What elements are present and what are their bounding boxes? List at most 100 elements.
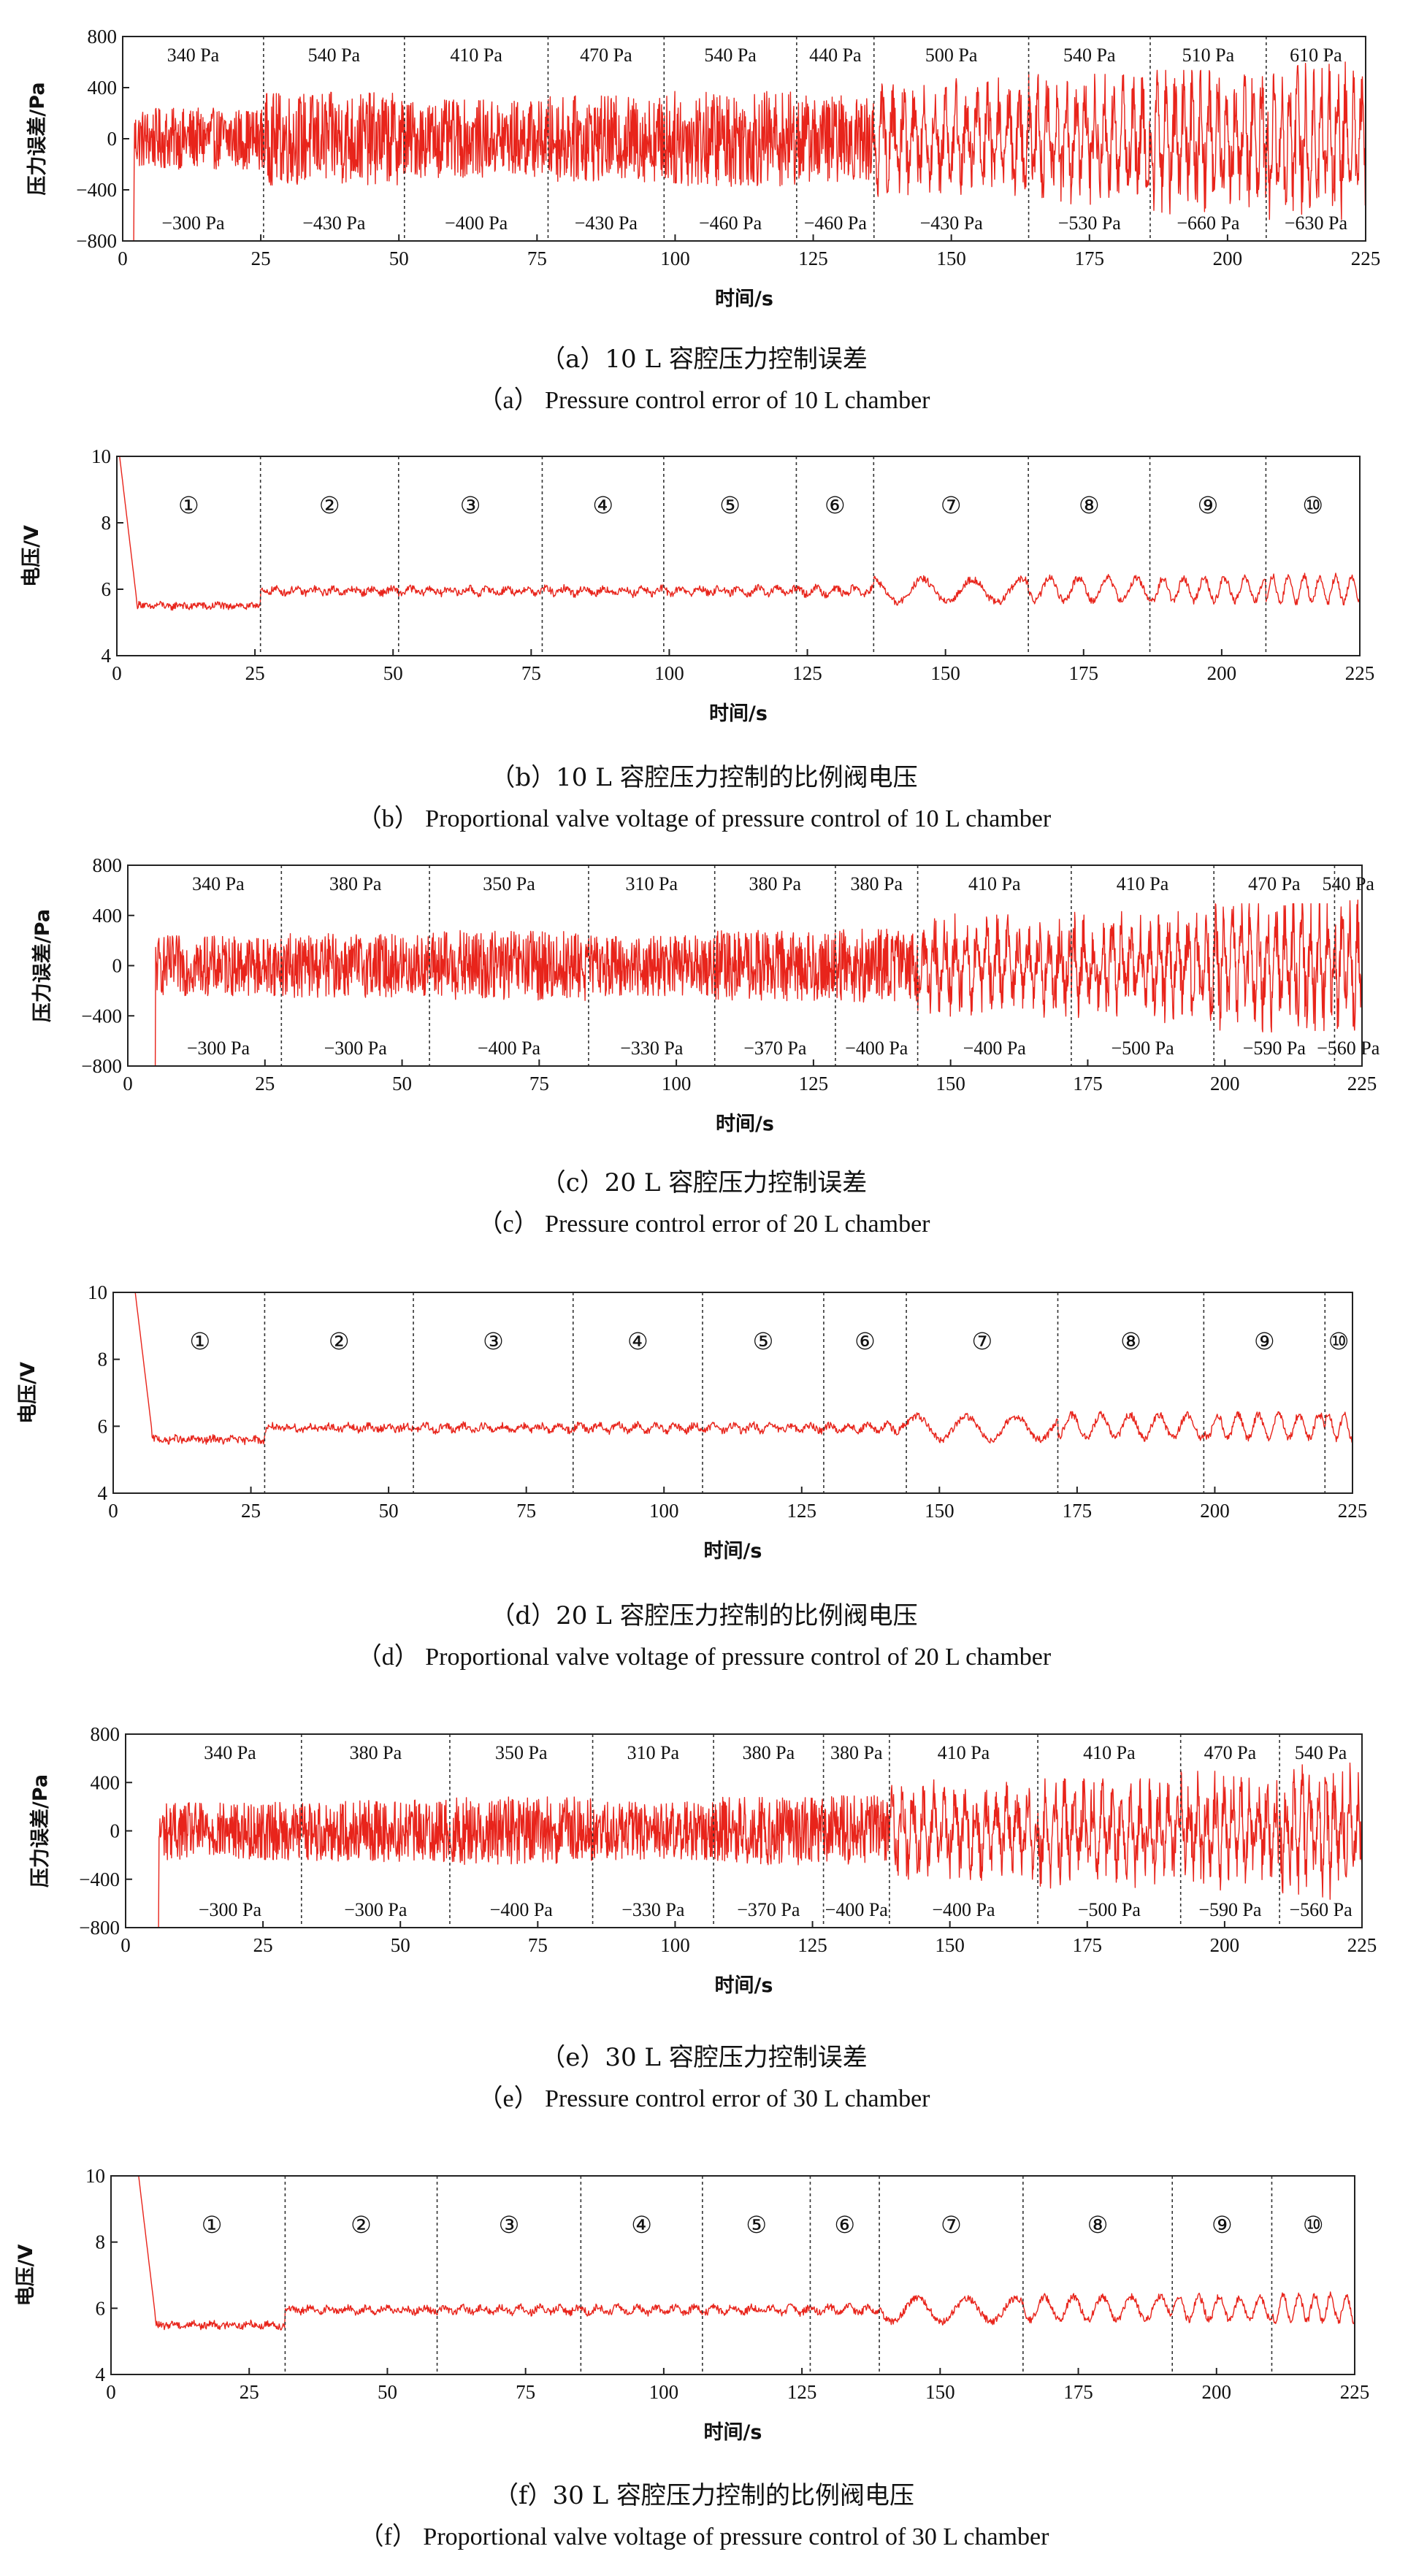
upper-peak-label: 310 Pa bbox=[626, 873, 678, 894]
lower-peak-label: −300 Pa bbox=[187, 1038, 250, 1059]
y-tick-label: 400 bbox=[93, 905, 123, 927]
x-tick-label: 50 bbox=[379, 1500, 399, 1522]
x-tick-label: 100 bbox=[649, 2381, 679, 2403]
upper-peak-label: 510 Pa bbox=[1182, 45, 1235, 66]
segment-number-label: ⑩ bbox=[1328, 1327, 1350, 1355]
x-tick-label: 225 bbox=[1338, 1500, 1368, 1522]
x-tick-label: 175 bbox=[1073, 1934, 1103, 1956]
y-axis-label: 电压/V bbox=[15, 2245, 37, 2307]
y-tick-label: 6 bbox=[102, 578, 112, 600]
x-tick-label: 175 bbox=[1063, 1500, 1093, 1522]
x-tick-label: 0 bbox=[108, 1500, 118, 1522]
x-tick-label: 100 bbox=[660, 248, 690, 269]
x-tick-label: 50 bbox=[383, 662, 403, 684]
y-tick-label: 10 bbox=[88, 1281, 107, 1303]
lower-peak-label: −430 Pa bbox=[920, 212, 984, 234]
x-tick-label: 25 bbox=[253, 1934, 273, 1956]
x-tick-label: 0 bbox=[123, 1073, 133, 1095]
caption-cn-d: （d）20 L 容腔压力控制的比例阀电压 bbox=[490, 1601, 918, 1630]
upper-peak-label: 380 Pa bbox=[350, 1742, 402, 1763]
x-tick-label: 125 bbox=[787, 1500, 817, 1522]
x-tick-label: 50 bbox=[378, 2381, 397, 2403]
upper-peak-label: 380 Pa bbox=[329, 873, 382, 894]
x-tick-label: 0 bbox=[118, 248, 128, 269]
segment-number-label: ⑨ bbox=[1212, 2211, 1233, 2239]
segment-number-label: ⑨ bbox=[1254, 1327, 1275, 1355]
y-tick-label: 0 bbox=[110, 1820, 120, 1842]
x-tick-label: 125 bbox=[799, 1073, 829, 1095]
upper-peak-label: 540 Pa bbox=[1063, 45, 1116, 66]
upper-peak-label: 380 Pa bbox=[749, 873, 802, 894]
upper-peak-label: 410 Pa bbox=[450, 45, 502, 66]
upper-peak-label: 380 Pa bbox=[851, 873, 903, 894]
x-axis-label: 时间/s bbox=[715, 288, 773, 310]
y-axis-label: 电压/V bbox=[20, 525, 43, 587]
x-tick-label: 150 bbox=[936, 1073, 965, 1095]
lower-peak-label: −430 Pa bbox=[302, 212, 366, 234]
plot-frame bbox=[116, 456, 1361, 656]
x-tick-label: 150 bbox=[935, 1934, 965, 1956]
series-trace bbox=[138, 2175, 1355, 2331]
chart-b: 0 25 50 75 100 125 150 175 200 225 10 8 6 4 时间/s 电压/V ① ②… bbox=[20, 445, 1374, 725]
lower-peak-label: −530 Pa bbox=[1058, 212, 1122, 234]
lower-peak-label: −300 Pa bbox=[324, 1038, 388, 1059]
x-tick-label: 150 bbox=[930, 662, 960, 684]
x-tick-label: 175 bbox=[1073, 1073, 1103, 1095]
x-axis-label: 时间/s bbox=[704, 2421, 762, 2444]
caption-en-a: （a） Pressure control error of 10 L chamb… bbox=[478, 387, 930, 414]
y-tick-label: 800 bbox=[91, 1723, 120, 1745]
upper-peak-label: 470 Pa bbox=[580, 45, 632, 66]
caption-cn-a: （a）10 L 容腔压力控制误差 bbox=[540, 345, 868, 374]
y-axis-label: 压力误差/Pa bbox=[28, 1774, 52, 1887]
x-tick-label: 0 bbox=[106, 2381, 116, 2403]
y-tick-label: 800 bbox=[88, 26, 118, 47]
x-axis-label: 时间/s bbox=[716, 1113, 774, 1135]
lower-peak-label: −630 Pa bbox=[1285, 212, 1348, 234]
segment-number-label: ③ bbox=[499, 2211, 520, 2239]
chart-c: 0 25 50 75 100 125 150 175 200 225 800 400 0 −400 −800… bbox=[31, 854, 1380, 1135]
segment-number-label: ⑤ bbox=[746, 2211, 767, 2239]
lower-peak-label: −300 Pa bbox=[161, 212, 225, 234]
x-axis-label: 时间/s bbox=[704, 1540, 762, 1563]
y-tick-label: −800 bbox=[79, 1917, 120, 1939]
upper-peak-label: 340 Pa bbox=[192, 873, 245, 894]
segment-number-label: ⑥ bbox=[854, 1327, 876, 1355]
x-tick-label: 75 bbox=[529, 1073, 549, 1095]
x-tick-label: 100 bbox=[662, 1073, 692, 1095]
upper-peak-label: 540 Pa bbox=[704, 45, 757, 66]
x-tick-label: 200 bbox=[1213, 248, 1243, 269]
lower-peak-label: −660 Pa bbox=[1176, 212, 1240, 234]
lower-peak-label: −370 Pa bbox=[737, 1899, 800, 1920]
x-tick-label: 100 bbox=[660, 1934, 690, 1956]
upper-peak-label: 310 Pa bbox=[627, 1742, 680, 1763]
upper-peak-label: 380 Pa bbox=[830, 1742, 883, 1763]
x-tick-label: 225 bbox=[1340, 2381, 1370, 2403]
upper-peak-label: 410 Pa bbox=[938, 1742, 990, 1763]
y-tick-label: 10 bbox=[91, 445, 111, 467]
x-tick-label: 25 bbox=[241, 1500, 261, 1522]
plot-frame bbox=[110, 2175, 1355, 2375]
panel-a: 0 25 50 75 100 125 150 175 200 225 800 400 0 −400 −800… bbox=[0, 0, 1408, 423]
panel-f: 0 25 50 75 100 125 150 175 200 225 10 8 6 4 时间/s 电压/V ① ②… bbox=[0, 2154, 1408, 2576]
series-trace bbox=[154, 900, 1363, 1067]
segment-number-label: ② bbox=[329, 1327, 350, 1355]
lower-peak-label: −300 Pa bbox=[199, 1899, 262, 1920]
x-tick-label: 75 bbox=[516, 1500, 536, 1522]
plot-frame bbox=[112, 1292, 1353, 1494]
y-tick-label: 400 bbox=[91, 1771, 120, 1793]
y-tick-label: −400 bbox=[81, 1005, 122, 1027]
lower-peak-label: −400 Pa bbox=[825, 1899, 889, 1920]
y-tick-label: 8 bbox=[98, 1349, 108, 1371]
segment-number-label: ④ bbox=[631, 2211, 652, 2239]
panel-c: 0 25 50 75 100 125 150 175 200 225 800 400 0 −400 −800… bbox=[0, 840, 1408, 1278]
segment-number-label: ④ bbox=[627, 1327, 648, 1355]
upper-peak-label: 470 Pa bbox=[1248, 873, 1301, 894]
y-tick-label: 6 bbox=[98, 1415, 108, 1437]
y-tick-label: −800 bbox=[76, 230, 117, 252]
x-tick-label: 200 bbox=[1207, 662, 1237, 684]
segment-number-label: ④ bbox=[592, 491, 613, 519]
x-tick-label: 200 bbox=[1210, 1073, 1240, 1095]
lower-peak-label: −400 Pa bbox=[478, 1038, 541, 1059]
caption-cn-b: （b）10 L 容腔压力控制的比例阀电压 bbox=[490, 763, 918, 792]
lower-peak-label: −500 Pa bbox=[1111, 1038, 1174, 1059]
